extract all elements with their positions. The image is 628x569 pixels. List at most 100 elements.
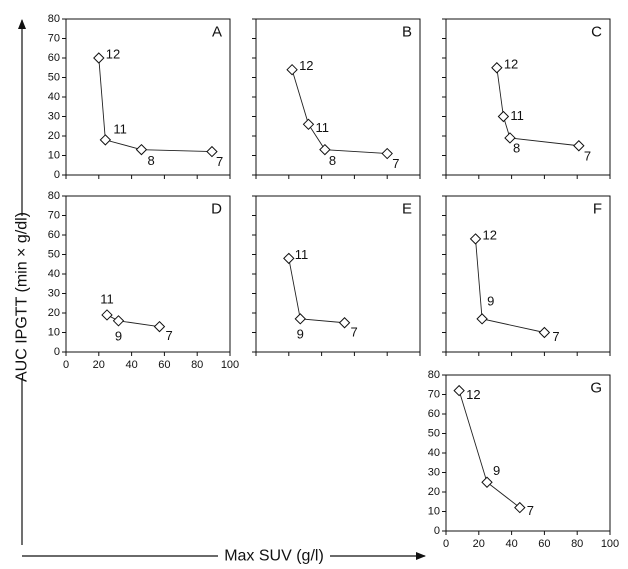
y-tick-label: 30 [428,467,440,479]
x-tick-label: 0 [63,359,69,371]
panel-g: 0 10 20 30 40 50 60 70 80 0 20 40 60 80 100 G 12 9 7 [428,369,619,550]
x-tick-label: 80 [191,359,203,371]
data-point-marker [93,52,105,64]
data-point-label: 7 [552,329,559,344]
data-point-marker [381,147,393,160]
data-point-label: 9 [297,326,304,341]
y-tick-label: 40 [428,447,440,459]
data-point-marker [112,315,125,327]
x-tick-label: 20 [93,359,105,371]
data-point-label: 11 [295,247,309,262]
data-point-marker [153,320,166,333]
y-tick-label: 0 [54,169,60,181]
data-point-label: 12 [299,58,313,73]
y-tick-label: 20 [428,486,440,498]
y-tick-label: 80 [428,369,440,381]
panel-letter: B [402,24,412,41]
series-line [458,390,521,508]
panel-letter: D [211,201,222,218]
data-point-marker [319,143,331,156]
data-point-marker [497,110,510,123]
panel-letter: C [591,24,602,41]
y-tick-label: 80 [48,190,60,202]
plot-frame [255,195,421,353]
y-tick-label: 10 [48,327,60,339]
data-point-label: 12 [483,227,497,242]
panel-d: 0 10 20 30 40 50 60 70 80 0 20 40 60 80 100 D 11 9 7 [48,190,239,371]
data-point-label: 9 [115,328,122,343]
y-tick-label: 30 [48,288,60,300]
series-line [291,69,388,154]
data-point-marker [338,317,351,329]
data-point-label: 11 [113,121,127,136]
data-point-marker [514,501,526,514]
x-tick-label: 60 [538,538,550,550]
y-axis-label: AUC IPGTT (min × g/dl) [14,212,31,382]
y-tick-label: 70 [428,389,440,401]
panel-letter: F [593,201,602,218]
y-tick-label: 60 [48,229,60,241]
y-tick-label: 10 [48,150,60,162]
y-tick-label: 30 [48,111,60,123]
y-tick-label: 80 [48,13,60,25]
y-tick-label: 0 [54,346,60,358]
data-point-label: 11 [510,108,524,123]
y-axis-label-backdrop [12,216,32,378]
y-tick-label: 50 [428,428,440,440]
data-point-marker [294,313,306,325]
x-axis-label-backdrop [218,546,330,566]
x-tick-label: 40 [505,538,517,550]
y-tick-label: 20 [48,130,60,142]
x-tick-label: 60 [158,359,170,371]
data-point-marker [481,476,493,488]
plot-frame [65,195,231,353]
data-point-label: 7 [392,156,399,171]
x-tick-label: 0 [443,538,449,550]
x-tick-label: 80 [571,538,583,550]
data-point-marker [469,233,482,245]
data-point-label: 7 [584,148,591,163]
data-point-marker [302,118,315,131]
plot-frame [255,18,421,176]
x-axis-label: Max SUV (g/l) [224,548,324,565]
y-tick-label: 10 [428,506,440,518]
panel-letter: E [402,201,412,218]
data-point-marker [491,62,503,74]
panel-e: E 11 9 7 [252,195,421,356]
data-point-marker [286,63,298,76]
data-point-label: 8 [329,153,336,168]
data-point-label: 9 [487,293,494,308]
y-tick-label: 70 [48,210,60,222]
y-tick-label: 40 [48,91,60,103]
data-point-marker [206,145,218,158]
y-tick-label: 40 [48,268,60,280]
data-point-label: 7 [165,328,172,343]
data-point-label: 8 [147,153,154,168]
data-point-label: 7 [527,503,534,518]
data-point-label: 12 [106,47,120,62]
data-point-label: 11 [315,120,329,135]
panel-c: C 12 11 8 7 [442,18,611,179]
panel-f: F 12 9 7 [442,195,611,356]
data-point-label: 12 [504,56,518,71]
panel-letter: G [590,380,602,397]
series-line [98,57,212,153]
y-tick-label: 60 [428,408,440,420]
data-point-marker [101,309,113,321]
data-point-marker [99,134,112,146]
y-tick-label: 50 [48,72,60,84]
y-tick-label: 50 [48,249,60,261]
panel-b: B 12 11 8 7 [252,18,421,179]
data-point-marker [538,326,551,339]
x-tick-label: 100 [221,359,239,371]
data-point-marker [476,313,488,325]
y-tick-label: 0 [434,525,440,537]
series-line [496,67,579,147]
data-point-label: 9 [493,463,500,478]
panel-letter: A [212,24,222,41]
data-point-marker [504,132,516,144]
series-line [288,258,345,324]
data-point-label: 8 [513,140,520,155]
